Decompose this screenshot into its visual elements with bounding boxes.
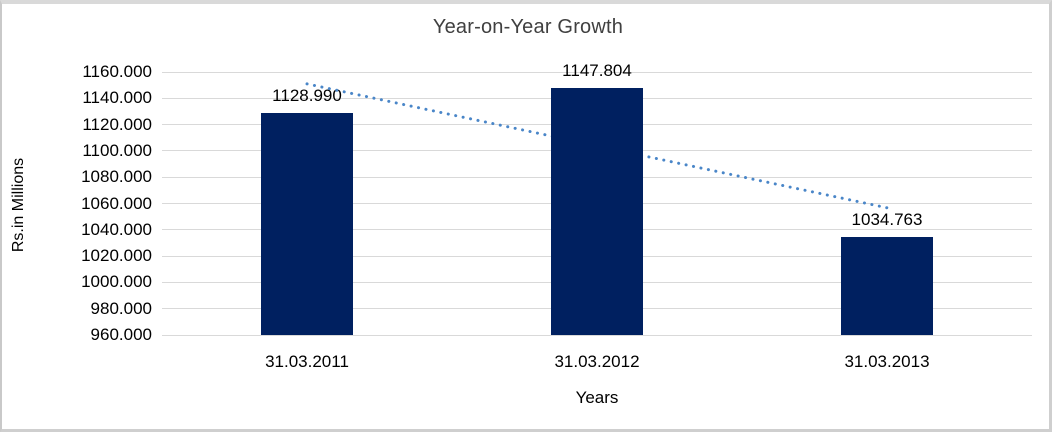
bar-data-label: 1128.990 [272, 85, 342, 105]
bar [551, 88, 643, 335]
bar [261, 112, 353, 335]
y-tick-label: 1140.000 [82, 88, 152, 108]
y-tick-label: 1120.000 [82, 114, 152, 134]
x-axis-title: Years [575, 388, 619, 407]
bar [841, 236, 933, 335]
y-tick-label: 1020.000 [81, 246, 152, 266]
x-tick-label: 31.03.2011 [265, 352, 349, 371]
gridline [162, 71, 1032, 73]
y-tick-label: 1100.000 [82, 140, 152, 160]
y-tick-label: 1040.000 [81, 219, 152, 239]
y-tick-label: 980.000 [90, 298, 152, 318]
x-tick-label: 31.03.2013 [844, 352, 930, 371]
y-tick-label: 1000.000 [81, 272, 152, 292]
bar-data-label: 1034.763 [851, 209, 923, 229]
gridline [162, 334, 1032, 336]
x-tick-label: 31.03.2012 [554, 352, 640, 371]
chart-title: Year-on-Year Growth [432, 16, 624, 38]
y-tick-label: 1080.000 [81, 167, 152, 187]
bar-data-label: 1147.804 [562, 61, 632, 81]
y-tick-label: 960.000 [90, 325, 152, 344]
y-tick-label: 1060.000 [81, 193, 152, 213]
y-tick-label: 1160.000 [82, 62, 152, 81]
plot-area: 1160.000 1140.000 1120.000 1100.000 1080.000… [2, 4, 1049, 429]
linear-trendline [305, 82, 889, 210]
